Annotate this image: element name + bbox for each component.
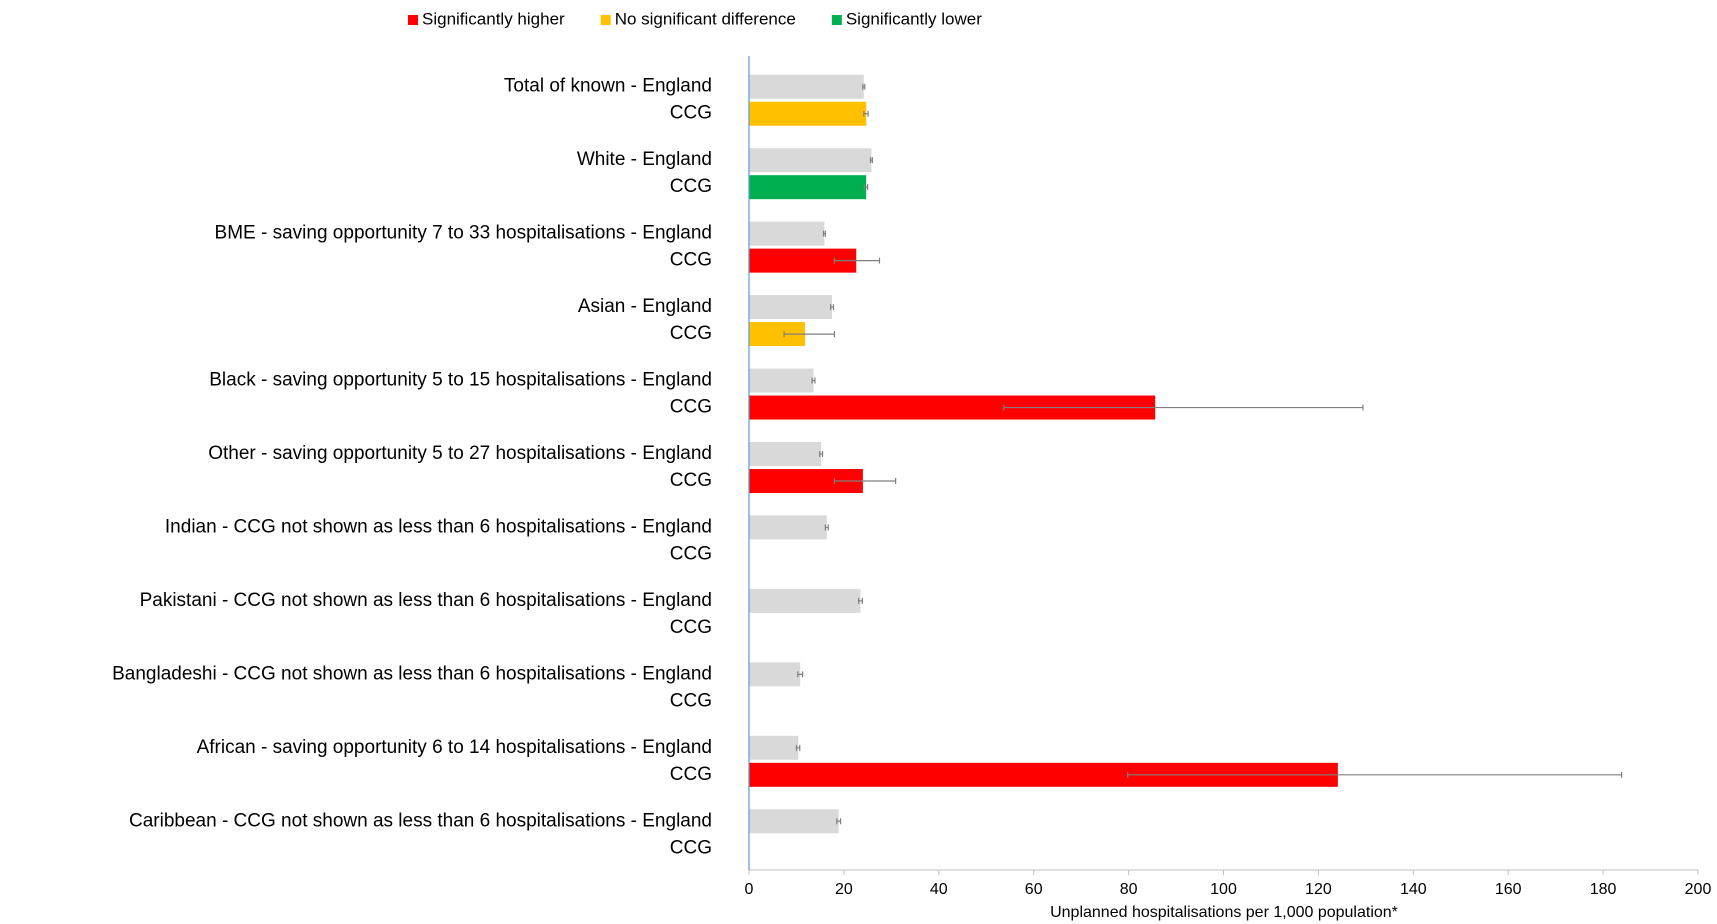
sub-category-label: CCG: [670, 176, 712, 197]
error-bar: [1003, 404, 1364, 411]
x-tick-label: 0: [745, 881, 754, 898]
bar: [749, 809, 839, 834]
category-label: Indian - CCG not shown as less than 6 ho…: [165, 516, 712, 537]
error-bar: [858, 597, 864, 604]
category-label: White - England: [577, 149, 712, 170]
category-label: Pakistani - CCG not shown as less than 6…: [140, 590, 712, 611]
x-tick-label: 160: [1495, 881, 1522, 898]
x-tick-label: 60: [1025, 881, 1043, 898]
bar: [749, 295, 833, 320]
error-bar: [830, 304, 835, 311]
x-tick-label: 120: [1305, 881, 1332, 898]
legend-swatch: [600, 15, 611, 25]
sub-category-label: CCG: [670, 397, 712, 418]
error-bar: [836, 818, 842, 825]
error-bar: [795, 744, 801, 751]
error-bar: [863, 110, 869, 117]
bar: [749, 442, 822, 466]
x-axis-label: Unplanned hospitalisations per 1,000 pop…: [1050, 904, 1398, 921]
sub-category-label: CCG: [670, 837, 712, 858]
bar: [749, 148, 872, 173]
error-bar: [819, 451, 824, 457]
bar: [749, 588, 861, 613]
bar: [749, 101, 867, 126]
legend-label: Significantly higher: [422, 9, 565, 28]
category-label: Other - saving opportunity 5 to 27 hospi…: [208, 443, 712, 464]
sub-category-label: CCG: [670, 543, 712, 564]
bar: [749, 662, 801, 687]
error-bar: [783, 331, 836, 338]
error-bar: [862, 83, 866, 90]
category-label: Black - saving opportunity 5 to 15 hospi…: [209, 370, 712, 391]
error-bar: [824, 524, 829, 531]
legend-label: No significant difference: [615, 9, 796, 28]
bar: [749, 248, 857, 273]
category-label: Asian - England: [578, 296, 712, 317]
category-label: Total of known - England: [504, 76, 712, 97]
error-bar: [863, 184, 869, 191]
legend-swatch: [831, 15, 842, 25]
x-tick-label: 20: [835, 881, 853, 898]
sub-category-label: CCG: [670, 250, 712, 271]
bar: [749, 221, 825, 246]
error-bar: [833, 478, 897, 484]
sub-category-label: CCG: [670, 470, 712, 491]
legend-swatch: [408, 15, 418, 25]
bar: [749, 175, 867, 200]
error-bar: [869, 157, 873, 164]
x-tick-label: 200: [1685, 881, 1712, 898]
x-tick-label: 180: [1590, 881, 1617, 898]
bar: [749, 74, 864, 99]
category-label: African - saving opportunity 6 to 14 hos…: [197, 737, 712, 758]
bar: [749, 368, 814, 393]
x-tick-label: 140: [1400, 881, 1427, 898]
category-label: Bangladeshi - CCG not shown as less than…: [112, 663, 712, 684]
error-bar: [811, 377, 816, 384]
category-label: Caribbean - CCG not shown as less than 6…: [129, 810, 712, 831]
error-bar: [797, 671, 804, 678]
x-tick-label: 40: [930, 881, 948, 898]
sub-category-label: CCG: [670, 764, 712, 785]
error-bar: [1127, 771, 1623, 778]
bar: [749, 735, 799, 760]
sub-category-label: CCG: [670, 323, 712, 344]
error-bar: [822, 230, 826, 237]
legend-label: Significantly lower: [846, 9, 982, 28]
sub-category-label: CCG: [670, 617, 712, 638]
x-tick-label: 100: [1210, 881, 1237, 898]
x-tick-label: 80: [1120, 881, 1138, 898]
bar: [749, 515, 827, 540]
category-label: BME - saving opportunity 7 to 33 hospita…: [215, 223, 712, 244]
error-bar: [833, 257, 881, 264]
sub-category-label: CCG: [670, 103, 712, 124]
sub-category-label: CCG: [670, 690, 712, 711]
